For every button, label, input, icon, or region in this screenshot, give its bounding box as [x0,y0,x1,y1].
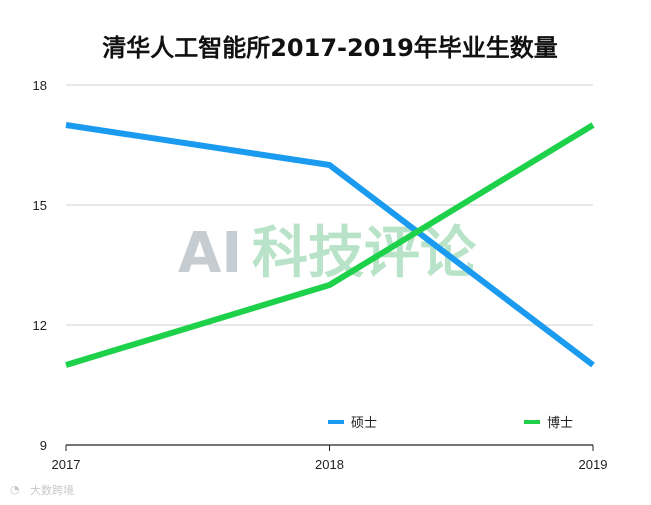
watermark-cjk: 科技评论 [252,221,477,286]
series-line [65,122,595,368]
y-tick-label: 9 [40,438,47,453]
source-mark-icon: ◔ [10,483,20,496]
watermark-latin: AI [178,221,242,286]
series-line [65,122,595,368]
legend-label: 硕士 [351,416,377,431]
y-tick-label: 15 [33,198,47,213]
legend: 硕士 博士 [328,416,573,431]
gridlines [66,84,593,446]
x-tick-label: 2018 [315,457,344,472]
series-lines [65,122,595,368]
source-mark: ◔ 大数跨境 [10,483,74,497]
x-tick-label: 2017 [52,457,81,472]
legend-label: 博士 [547,416,573,431]
chart-title: 清华人工智能所2017-2019年毕业生数量 [102,34,558,62]
y-axis-ticks: 9 12 15 18 [33,78,47,453]
x-tick-label: 2019 [579,457,608,472]
y-tick-label: 18 [33,78,47,93]
source-mark-text: 大数跨境 [30,483,74,497]
y-tick-label: 12 [33,318,47,333]
x-axis-ticks: 2017 2018 2019 [52,445,608,472]
watermark: AI 科技评论 [178,221,477,286]
